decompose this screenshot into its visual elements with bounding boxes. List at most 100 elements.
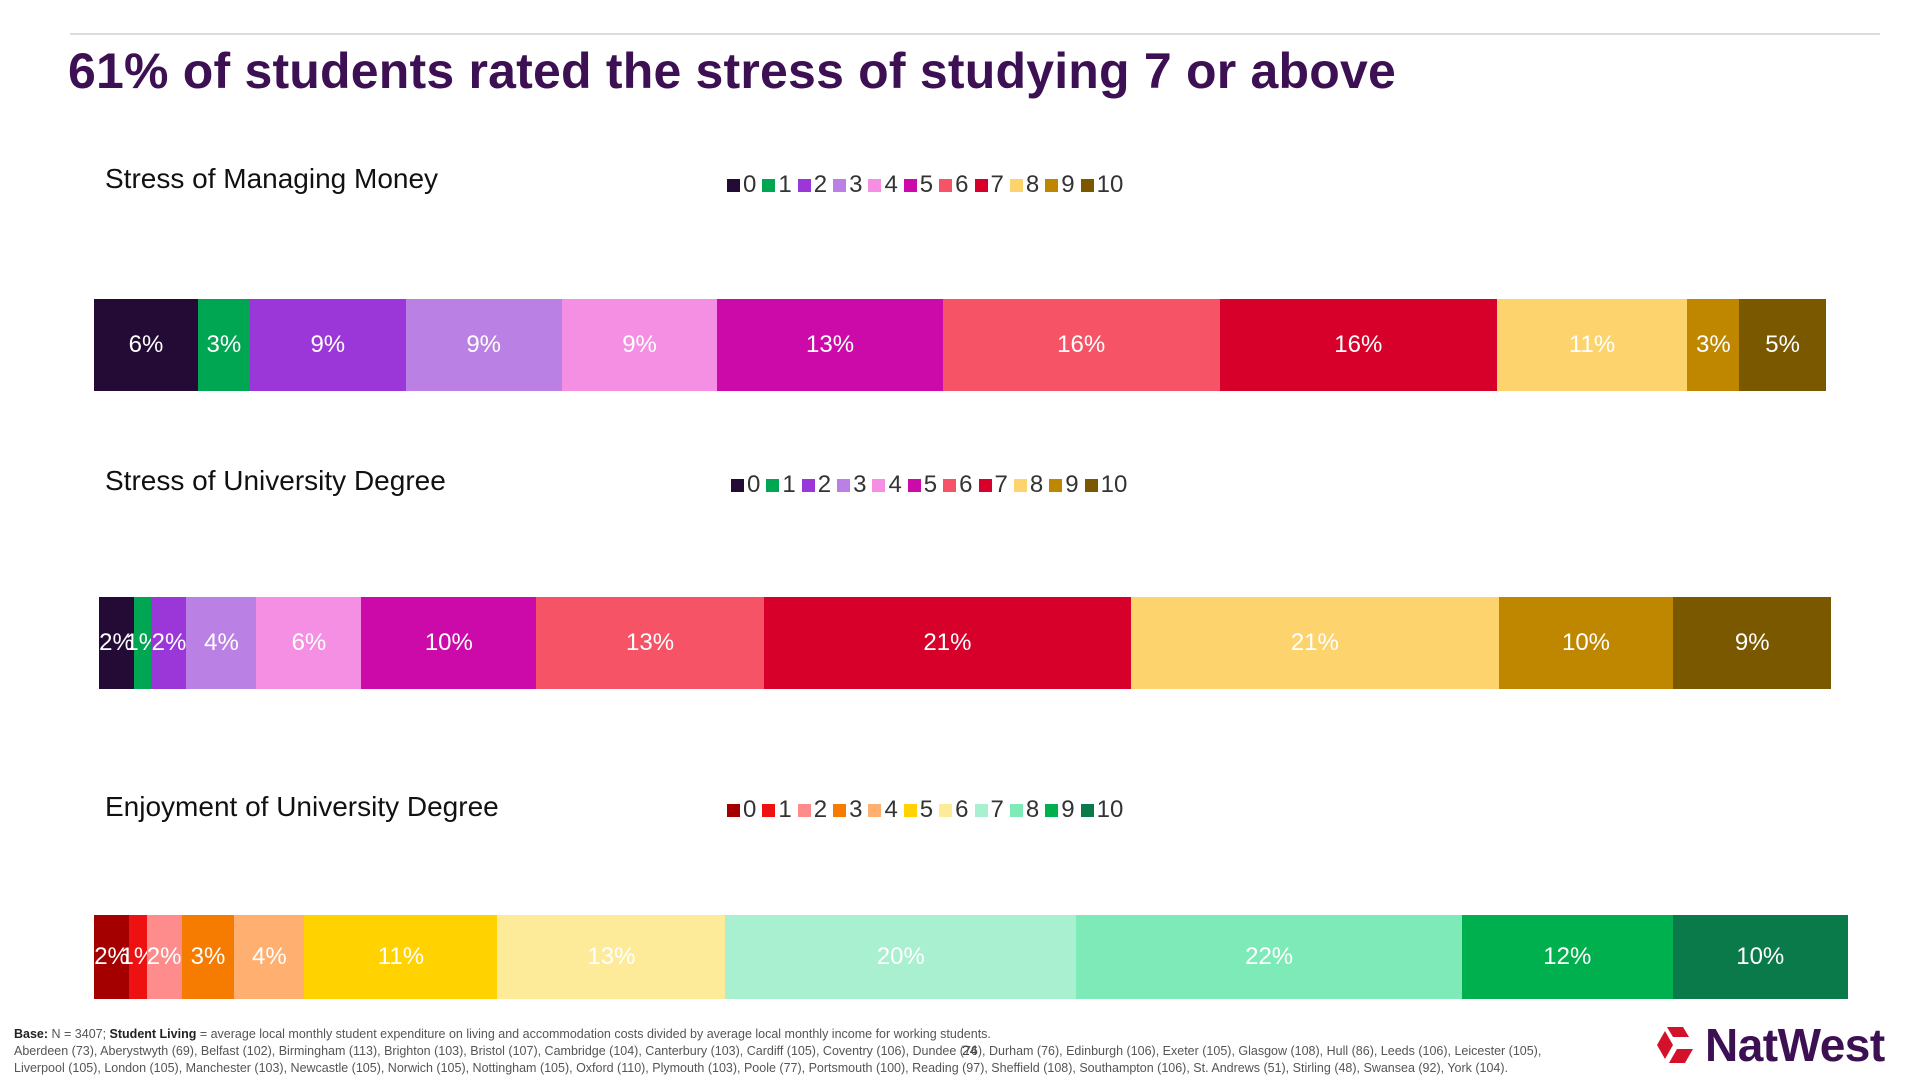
legend-item-4: 4 bbox=[872, 471, 902, 499]
legend-item-3: 3 bbox=[833, 171, 862, 199]
bar-segment-3: 4% bbox=[186, 597, 257, 689]
legend-university-degree-enjoyment: 0 1 2 3 4 5 6 7 8 9 10 bbox=[727, 796, 1129, 824]
legend-label: 0 bbox=[743, 171, 757, 198]
bar-segment-5: 13% bbox=[717, 299, 943, 391]
bar-segment-1: 1% bbox=[125, 597, 160, 689]
footnote-living-label: Student Living bbox=[109, 1027, 197, 1041]
legend-swatch bbox=[1084, 478, 1098, 492]
legend-label: 5 bbox=[919, 171, 934, 198]
legend-label: 9 bbox=[1061, 171, 1075, 198]
legend-label: 4 bbox=[888, 471, 902, 498]
legend-swatch bbox=[1080, 803, 1094, 817]
legend-label: 7 bbox=[994, 471, 1008, 498]
bar-segment-6: 16% bbox=[942, 299, 1220, 391]
bar-segment-0: 2% bbox=[99, 597, 134, 689]
legend-item-2: 2 bbox=[797, 796, 827, 824]
bar-segment-1: 1% bbox=[121, 915, 155, 999]
legend-item-10: 10 bbox=[1084, 471, 1128, 499]
legend-swatch bbox=[833, 803, 847, 817]
bar-segment-10: 10% bbox=[1672, 915, 1848, 999]
bar-data-label: 16% bbox=[1334, 331, 1383, 358]
chart-title-university-degree-stress: Stress of University Degree bbox=[105, 465, 446, 496]
legend-swatch bbox=[939, 178, 953, 192]
footnote: Base: N = 3407; Student Living = average… bbox=[14, 1026, 1584, 1077]
bar-data-label: 3% bbox=[206, 331, 242, 358]
legend-label: 2 bbox=[813, 171, 828, 198]
bar-segment-5: 11% bbox=[304, 915, 498, 999]
bar-segment-10: 5% bbox=[1739, 299, 1826, 391]
legend-item-4: 4 bbox=[868, 796, 898, 824]
bar-segment-2: 9% bbox=[249, 299, 406, 391]
bar-segment-8: 11% bbox=[1496, 299, 1688, 391]
chart-title-university-degree-enjoyment: Enjoyment of University Degree bbox=[105, 791, 499, 822]
legend-item-1: 1 bbox=[766, 471, 796, 499]
legend-label: 5 bbox=[919, 796, 934, 823]
bar-segment-8: 21% bbox=[1131, 597, 1499, 689]
legend-item-9: 9 bbox=[1045, 796, 1075, 824]
legend-swatch bbox=[1049, 478, 1063, 492]
legend-swatch bbox=[766, 478, 780, 492]
legend-swatch bbox=[727, 803, 740, 817]
legend-swatch bbox=[1045, 178, 1059, 192]
legend-label: 4 bbox=[884, 171, 898, 198]
bar-segment-9: 12% bbox=[1462, 915, 1673, 999]
legend-label: 6 bbox=[959, 471, 973, 498]
legend-swatch bbox=[762, 803, 776, 817]
legend-swatch bbox=[974, 803, 988, 817]
bar-data-label: 2% bbox=[146, 943, 182, 970]
bar-data-label: 13% bbox=[587, 943, 636, 970]
chart-title-managing-money: Stress of Managing Money bbox=[105, 163, 439, 194]
legend-item-7: 7 bbox=[974, 796, 1004, 824]
legend-swatch bbox=[1009, 178, 1023, 192]
legend-item-5: 5 bbox=[903, 171, 934, 199]
legend-swatch bbox=[801, 478, 815, 492]
legend-label: 10 bbox=[1100, 471, 1128, 498]
legend-swatch bbox=[833, 178, 847, 192]
bar-data-label: 13% bbox=[806, 331, 855, 358]
legend-swatch bbox=[978, 478, 992, 492]
legend-item-6: 6 bbox=[943, 471, 973, 499]
legend-item-2: 2 bbox=[797, 171, 828, 199]
bar-segment-0: 6% bbox=[94, 299, 198, 391]
legend-item-9: 9 bbox=[1045, 171, 1075, 199]
bar-segment-7: 21% bbox=[763, 597, 1132, 689]
legend-label: 1 bbox=[782, 471, 796, 498]
bar-data-label: 3% bbox=[190, 943, 226, 970]
legend-label: 8 bbox=[1025, 171, 1040, 198]
footnote-cities: Aberdeen (73), Aberystwyth (69), Belfast… bbox=[14, 1044, 1542, 1075]
legend-label: 3 bbox=[853, 471, 867, 498]
legend-swatch bbox=[974, 178, 988, 192]
legend-item-0: 0 bbox=[727, 171, 756, 199]
legend-label: 1 bbox=[778, 171, 792, 198]
bar-data-label: 9% bbox=[1734, 629, 1770, 656]
bar-data-label: 9% bbox=[310, 331, 346, 358]
legend-label: 0 bbox=[743, 796, 757, 823]
bar-data-label: 2% bbox=[94, 943, 129, 970]
legend-label: 9 bbox=[1065, 471, 1079, 498]
bar-segment-10: 9% bbox=[1673, 597, 1831, 689]
bar-data-label: 20% bbox=[876, 943, 925, 970]
legend-item-3: 3 bbox=[833, 796, 862, 824]
bar-segment-4: 9% bbox=[561, 299, 718, 391]
legend-item-5: 5 bbox=[907, 471, 937, 499]
natwest-logo: NatWest bbox=[1653, 1018, 1885, 1072]
bar-data-label: 6% bbox=[128, 331, 164, 358]
bar-data-label: 4% bbox=[204, 629, 239, 656]
bar-data-label: 5% bbox=[1765, 331, 1800, 358]
legend-swatch bbox=[1045, 803, 1059, 817]
legend-managing-money: 0 1 2 3 4 5 6 7 8 9 10 bbox=[727, 171, 1129, 199]
bar-segment-6: 13% bbox=[497, 915, 726, 999]
bar-segment-0: 2% bbox=[94, 915, 130, 999]
bar-data-label: 3% bbox=[1696, 331, 1731, 358]
legend-swatch bbox=[1009, 803, 1023, 817]
legend-swatch bbox=[903, 803, 917, 817]
legend-label: 4 bbox=[884, 796, 898, 823]
legend-item-3: 3 bbox=[837, 471, 866, 499]
legend-label: 8 bbox=[1029, 471, 1044, 498]
natwest-cubes-icon bbox=[1657, 1027, 1693, 1063]
bar-segment-7: 20% bbox=[725, 915, 1077, 999]
bar-segment-2: 2% bbox=[151, 597, 187, 689]
bar-segment-5: 10% bbox=[361, 597, 537, 689]
bar-data-label: 21% bbox=[923, 629, 972, 656]
legend-swatch bbox=[837, 478, 851, 492]
